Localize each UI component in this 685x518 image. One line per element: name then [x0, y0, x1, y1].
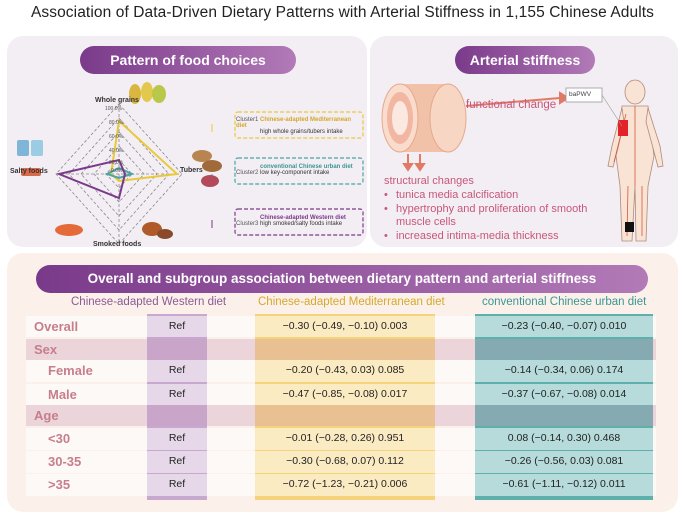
cluster3-label: Cluster3	[236, 221, 259, 227]
mediterranean-value-cell: −0.01 (−0.28, 0.26) 0.951	[285, 432, 405, 444]
row-label: 30-35	[48, 454, 82, 469]
row-label: Sex	[34, 342, 58, 357]
mediterranean-value-cell: −0.20 (−0.43, 0.03) 0.085	[285, 364, 405, 376]
cluster3-desc: high smoked/salty foods intake	[260, 221, 343, 227]
cluster2-name: conventional Chinese urban diet	[260, 164, 353, 170]
structural-item: increased intima-media thickness	[384, 230, 594, 244]
table-row-stripe	[26, 360, 656, 382]
cluster1-desc: high whole grains/tubers intake	[260, 129, 343, 135]
axis-salty-foods: Salty foods	[10, 168, 48, 175]
bapwv-label: baPWV	[569, 91, 592, 98]
functional-change-label: functional change	[466, 99, 557, 111]
urban-value-cell: −0.14 (−0.34, 0.06) 0.174	[504, 364, 624, 376]
cluster3-shape	[55, 158, 127, 200]
urban-value-cell: −0.23 (−0.40, −0.07) 0.010	[501, 320, 627, 332]
smoked-foods-icon	[55, 222, 173, 239]
cluster2-box	[234, 157, 364, 185]
whole-grains-icon	[129, 82, 166, 104]
western-ref-cell: Ref	[168, 388, 186, 400]
human-body-icon	[607, 79, 664, 242]
page-title: Association of Data-Driven Dietary Patte…	[30, 4, 655, 21]
table-row-stripe	[26, 339, 656, 360]
cluster1-name: Chinese-adapted Mediterranean diet	[236, 117, 352, 129]
tick-label: 100.0%	[105, 106, 122, 112]
axis-whole-grains: Whole grains	[95, 97, 139, 104]
tick-label: 20.0%	[109, 160, 124, 166]
col-head-urban: conventional Chinese urban diet	[482, 296, 647, 308]
row-label: >35	[48, 477, 71, 492]
row-label: <30	[48, 431, 71, 446]
art-panel-heading: Arterial stiffness	[455, 46, 595, 74]
table-row-stripe	[26, 474, 656, 496]
food-panel-heading: Pattern of food choices	[80, 46, 296, 74]
tick-label: 0.0%	[111, 168, 123, 174]
table-row-stripe	[26, 451, 656, 473]
cluster2-shape	[104, 166, 135, 180]
salty-foods-icon	[17, 140, 43, 176]
cluster1-shape	[109, 118, 180, 183]
mediterranean-value-cell: −0.30 (−0.68, 0.07) 0.112	[286, 455, 404, 467]
western-ref-cell: Ref	[168, 432, 186, 444]
col-head-mediterranean: Chinese-adapted Mediterranean diet	[258, 296, 445, 308]
functional-arrow	[465, 91, 570, 107]
row-label: Age	[34, 408, 59, 423]
cluster2-desc: low key-component intake	[260, 170, 330, 176]
cluster3-name: Chinese-adapted Western diet	[260, 215, 346, 221]
row-label: Male	[48, 387, 77, 402]
urban-value-cell: 0.08 (−0.14, 0.30) 0.468	[507, 432, 621, 444]
structural-item: hypertrophy and proliferation of smooth …	[384, 203, 594, 230]
structural-changes-label: structural changes	[384, 175, 474, 187]
tick-label: 60.0%	[109, 134, 124, 140]
tick-label: 40.0%	[109, 148, 124, 154]
urban-value-cell: −0.61 (−1.11, −0.12) 0.011	[502, 478, 626, 490]
structural-changes-list: tunica media calcification hypertrophy a…	[384, 189, 594, 243]
cluster3-box	[234, 208, 364, 236]
assoc-panel-heading: Overall and subgroup association between…	[36, 265, 648, 293]
axis-smoked-foods: Smoked foods	[93, 241, 142, 248]
cluster3-legend: Chinese-adapted Western diet Cluster3 hi…	[236, 215, 356, 227]
western-ref-cell: Ref	[168, 455, 186, 467]
artery-illustration	[381, 79, 664, 242]
radar-chart	[17, 82, 364, 245]
western-ref-cell: Ref	[168, 364, 186, 376]
row-label: Female	[48, 363, 93, 378]
structural-item: tunica media calcification	[384, 189, 594, 203]
row-label: Overall	[34, 319, 79, 334]
mediterranean-value-cell: −0.30 (−0.49, −0.10) 0.003	[282, 320, 408, 332]
western-ref-cell: Ref	[168, 320, 186, 332]
urban-value-cell: −0.26 (−0.56, 0.03) 0.081	[504, 455, 624, 467]
ankle-cuff	[625, 222, 634, 232]
table-row-stripe	[26, 405, 656, 426]
cluster1-legend: Cluster1 Chinese-adapted Mediterranean d…	[236, 117, 356, 135]
mediterranean-value-cell: −0.72 (−1.23, −0.21) 0.006	[282, 478, 408, 490]
table-row-stripe	[26, 428, 656, 450]
col-head-western: Chinese-adapted Western diet	[71, 296, 227, 308]
axis-tubers: Tubers	[180, 167, 203, 174]
cluster2-label: Cluster2	[236, 170, 259, 176]
structural-arrows	[402, 154, 426, 172]
tick-label: 80.0%	[109, 120, 124, 126]
cluster1-label: Cluster1	[236, 117, 259, 123]
urban-value-cell: −0.37 (−0.67, −0.08) 0.014	[501, 388, 627, 400]
western-ref-cell: Ref	[168, 478, 186, 490]
cluster2-legend: conventional Chinese urban diet Cluster2…	[236, 164, 356, 176]
table-row-stripe	[26, 316, 656, 337]
table-row-stripe	[26, 384, 656, 405]
artery-cross-section-icon	[381, 83, 467, 153]
cluster1-box	[234, 111, 364, 139]
arm-cuff	[618, 120, 628, 136]
mediterranean-value-cell: −0.47 (−0.85, −0.08) 0.017	[282, 388, 408, 400]
tubers-icon	[192, 150, 222, 187]
